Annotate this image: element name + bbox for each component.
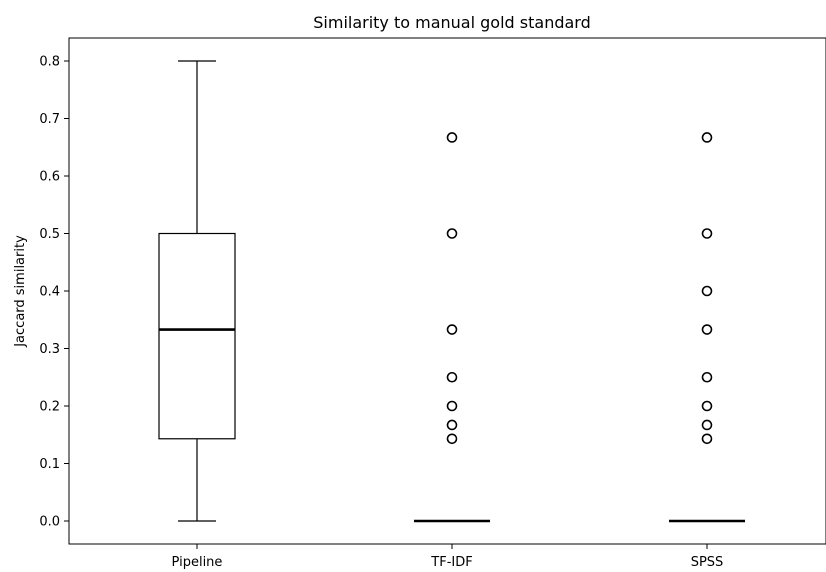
plot-area (158, 60, 745, 523)
y-tick-label: 0.6 (39, 170, 60, 185)
outlier-point (701, 371, 713, 383)
outlier-point (446, 228, 458, 239)
y-axis-label: Jaccard similarity (13, 235, 28, 348)
outlier-point (446, 324, 458, 335)
y-tick-label: 0.0 (39, 515, 60, 530)
outlier-point (701, 285, 713, 297)
y-axis: 0.0 0.1 0.2 0.3 0.4 0.5 0.6 0.7 0.8 (39, 55, 69, 530)
y-tick-label: 0.3 (39, 342, 60, 357)
x-tick-label: SPSS (691, 555, 724, 570)
plot-frame (68, 37, 826, 545)
outlier-point (446, 132, 458, 143)
outlier-point (701, 400, 713, 412)
box-group-tf-idf (414, 132, 490, 523)
outlier-point (701, 228, 713, 239)
outlier-point (701, 433, 713, 445)
x-axis: Pipeline TF-IDF SPSS (172, 544, 724, 570)
x-tick-label: TF-IDF (430, 555, 472, 570)
box-group-spss (669, 132, 745, 523)
outlier-point (701, 132, 713, 143)
y-tick-label: 0.7 (39, 112, 60, 127)
y-tick-label: 0.2 (39, 400, 60, 415)
y-tick-label: 0.1 (39, 457, 60, 472)
chart-title: Similarity to manual gold standard (313, 13, 591, 32)
outlier-point (701, 419, 713, 431)
outlier-point (701, 324, 713, 335)
outlier-point (446, 419, 458, 431)
x-tick-label: Pipeline (172, 555, 223, 570)
y-tick-label: 0.8 (39, 55, 60, 70)
outlier-point (446, 433, 458, 445)
box-group-pipeline (158, 60, 236, 522)
y-tick-label: 0.4 (39, 285, 60, 300)
iqr-box (158, 232, 236, 440)
outlier-point (446, 371, 458, 383)
outlier-point (446, 400, 458, 412)
y-tick-label: 0.5 (39, 227, 60, 242)
